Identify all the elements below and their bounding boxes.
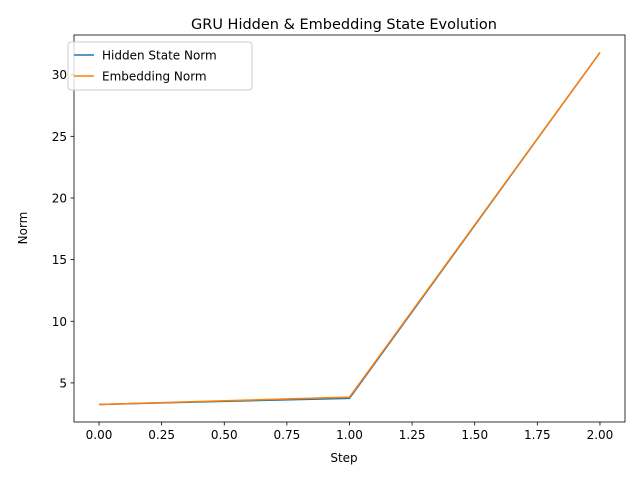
y-tick-label: 20 xyxy=(52,191,67,205)
plot-area xyxy=(74,35,625,422)
y-axis-label: Norm xyxy=(16,212,30,245)
x-tick-label: 2.00 xyxy=(587,428,614,442)
y-axis-ticks: 5 10 15 20 25 30 xyxy=(52,68,74,390)
x-tick-label: 1.25 xyxy=(399,428,426,442)
x-tick-label: 0.75 xyxy=(274,428,301,442)
x-axis-label: Step xyxy=(330,451,357,465)
legend-label-0: Hidden State Norm xyxy=(102,49,217,63)
legend: Hidden State Norm Embedding Norm xyxy=(67,41,253,91)
x-axis-ticks: 0.00 0.25 0.50 0.75 1.00 1.25 1.50 1.75 2.00 xyxy=(86,422,614,442)
series-line-1 xyxy=(99,52,601,406)
y-tick-label: 5 xyxy=(59,376,67,390)
y-tick-label: 25 xyxy=(52,130,67,144)
legend-label-1: Embedding Norm xyxy=(102,70,207,84)
x-tick-label: 0.25 xyxy=(148,428,175,442)
legend-box xyxy=(67,41,253,91)
plot-frame xyxy=(73,34,626,423)
x-tick-label: 1.00 xyxy=(336,428,363,442)
y-tick-label: 30 xyxy=(52,68,67,82)
y-tick-label: 10 xyxy=(52,315,67,329)
y-tick-label: 15 xyxy=(52,253,67,267)
x-tick-label: 1.50 xyxy=(461,428,488,442)
series-lines xyxy=(99,52,601,406)
chart-title: GRU Hidden & Embedding State Evolution xyxy=(191,17,497,33)
x-tick-label: 0.00 xyxy=(86,428,113,442)
x-tick-label: 0.50 xyxy=(211,428,238,442)
x-tick-label: 1.75 xyxy=(524,428,551,442)
